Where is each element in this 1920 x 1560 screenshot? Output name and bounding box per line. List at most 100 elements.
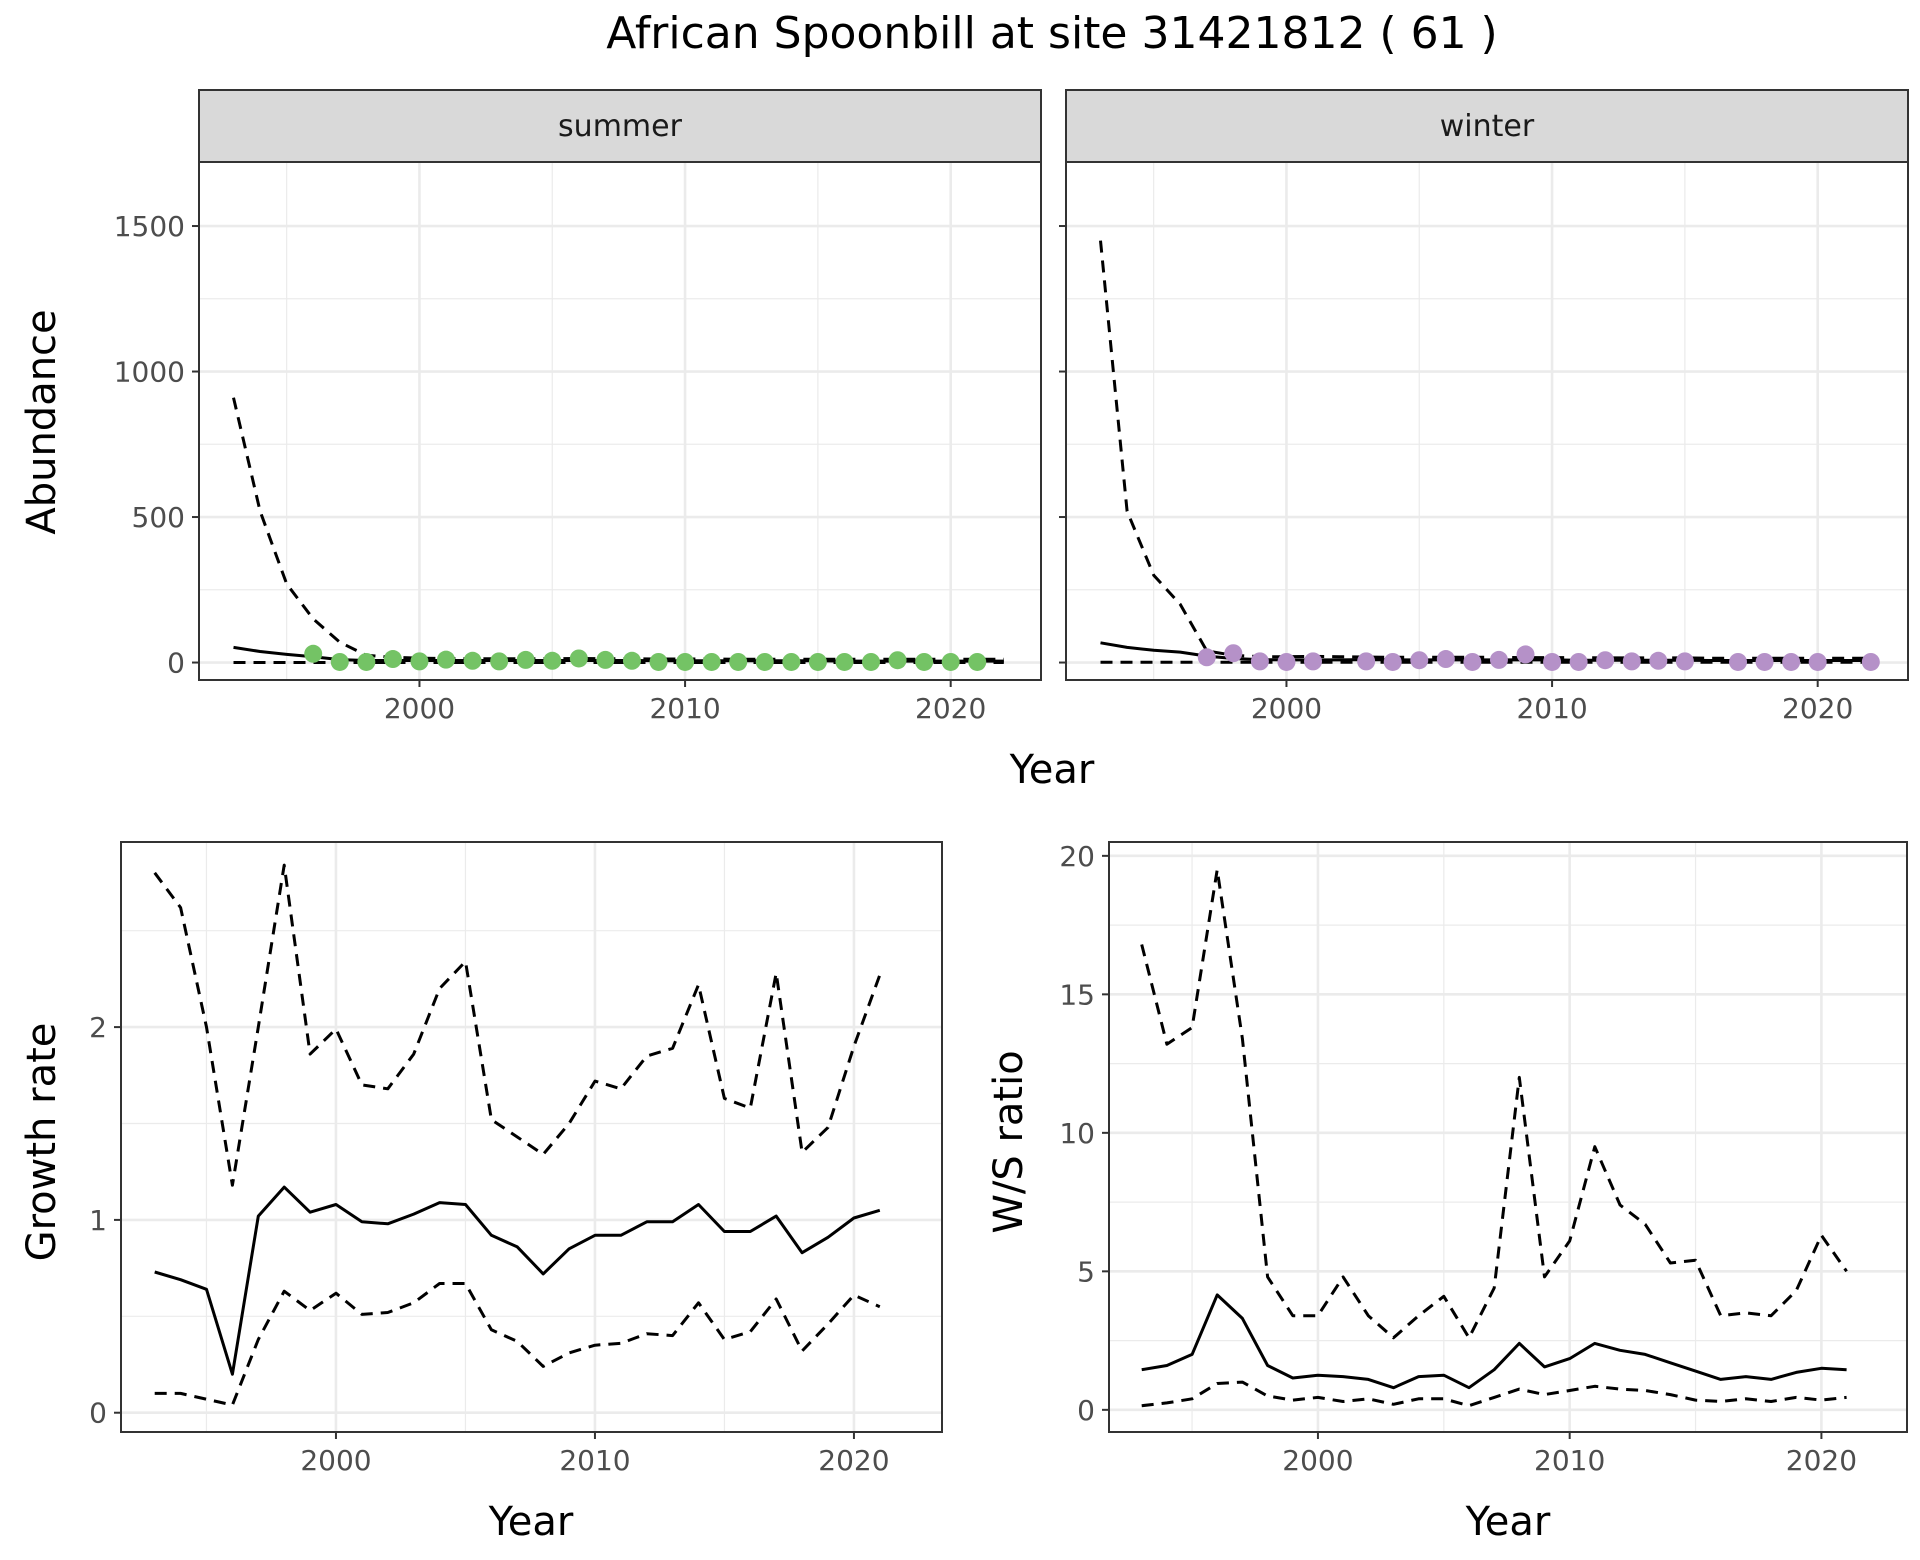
- estimate-line: [154, 1185, 881, 1376]
- figure-title: African Spoonbill at site 31421812 ( 61 …: [606, 8, 1497, 59]
- estimate-line: [1141, 1293, 1847, 1390]
- growth-plot: 2000 2010 2020 0 1 2: [89, 841, 943, 1477]
- winter-strip-background: [1065, 89, 1909, 163]
- data-point: [1197, 648, 1216, 667]
- data-point: [649, 652, 668, 671]
- y-tick-label: 1500: [114, 210, 185, 243]
- winter-strip-label: winter: [1440, 109, 1535, 144]
- data-point: [1729, 652, 1748, 671]
- data-point: [463, 651, 482, 670]
- data-point: [1808, 652, 1827, 671]
- ratio-panel: 2000 2010 2020 0 5 10 15 20 W/S ratio Year: [986, 840, 1908, 1545]
- x-tick-label: 2020: [915, 692, 986, 725]
- data-point: [622, 651, 641, 670]
- interval-line: [154, 1282, 881, 1407]
- y-tick-label: 0: [1077, 1394, 1095, 1427]
- abundance-y-axis-title: Abundance: [19, 309, 65, 534]
- data-point: [835, 652, 854, 671]
- x-tick-label: 2000: [384, 692, 455, 725]
- x-tick-label: 2000: [1282, 1444, 1353, 1477]
- y-tick-label: 1000: [114, 356, 185, 389]
- y-tick-label: 10: [1059, 1117, 1095, 1150]
- x-tick-label: 2010: [649, 692, 720, 725]
- ratio-x-axis-title: Year: [1465, 1499, 1551, 1545]
- data-point: [1277, 652, 1296, 671]
- y-tick-label: 20: [1059, 840, 1095, 873]
- data-point: [1436, 650, 1455, 669]
- panel-border: [198, 161, 1042, 681]
- interval-line: [1140, 868, 1848, 1340]
- y-tick-label: 0: [167, 647, 185, 680]
- summer-strip-label: summer: [558, 109, 683, 144]
- data-point: [1543, 652, 1562, 671]
- plot-background: [199, 162, 1041, 680]
- x-tick-label: 2020: [1786, 1444, 1857, 1477]
- data-point: [1596, 651, 1615, 670]
- data-point: [1383, 652, 1402, 671]
- plot-background: [121, 842, 942, 1432]
- interval-line: [153, 863, 882, 1187]
- data-point: [490, 652, 509, 671]
- data-point: [383, 650, 402, 669]
- y-tick-label: 15: [1059, 978, 1095, 1011]
- x-tick-label: 2020: [818, 1444, 889, 1477]
- panel-border: [1065, 161, 1909, 681]
- y-tick-label: 1: [89, 1204, 107, 1237]
- data-point: [1755, 652, 1774, 671]
- data-point: [1782, 652, 1801, 671]
- growth-y-axis-title: Growth rate: [19, 1023, 65, 1262]
- data-point: [915, 652, 934, 671]
- data-point: [862, 652, 881, 671]
- data-point: [1622, 652, 1641, 671]
- data-point: [1463, 652, 1482, 671]
- panel-border: [1108, 841, 1908, 1433]
- data-point: [357, 652, 376, 671]
- data-point: [596, 650, 615, 669]
- x-tick-label: 2000: [300, 1444, 371, 1477]
- data-point: [941, 652, 960, 671]
- y-tick-label: 2: [89, 1011, 107, 1044]
- x-tick-label: 2010: [1516, 692, 1587, 725]
- data-point: [304, 644, 323, 663]
- data-point: [782, 652, 801, 671]
- y-tick-label: 5: [1077, 1255, 1095, 1288]
- data-point: [516, 650, 535, 669]
- ratio-plot: 2000 2010 2020 0 5 10 15 20: [1059, 840, 1908, 1477]
- x-tick-label: 2010: [559, 1444, 630, 1477]
- data-point: [1649, 651, 1668, 670]
- plot-background: [1066, 162, 1908, 680]
- data-point: [702, 652, 721, 671]
- data-point: [1410, 651, 1429, 670]
- interval-line: [1141, 1380, 1847, 1408]
- y-tick-label: 0: [89, 1397, 107, 1430]
- data-point: [1516, 645, 1535, 664]
- data-point: [888, 651, 907, 670]
- summer-plot: 2000 2010 2020 0 500 1000 1500: [114, 161, 1042, 725]
- summer-strip-background: [198, 89, 1042, 163]
- data-point: [1489, 650, 1508, 669]
- data-point: [1250, 652, 1269, 671]
- growth-panel: 2000 2010 2020 0 1 2 Growth rate Year: [19, 841, 943, 1545]
- y-tick-label: 500: [132, 501, 185, 534]
- x-tick-label: 2000: [1251, 692, 1322, 725]
- data-point: [755, 652, 774, 671]
- data-point: [543, 651, 562, 670]
- data-point: [676, 652, 695, 671]
- data-point: [330, 652, 349, 671]
- growth-x-axis-title: Year: [488, 1499, 574, 1545]
- data-point: [1569, 652, 1588, 671]
- x-tick-label: 2020: [1782, 692, 1853, 725]
- data-point: [1675, 652, 1694, 671]
- panel-border: [120, 841, 943, 1433]
- ratio-y-axis-title: W/S ratio: [986, 1050, 1032, 1233]
- data-point: [410, 652, 429, 671]
- plot-background: [1109, 842, 1907, 1432]
- winter-plot: 2000 2010 2020: [1059, 161, 1909, 725]
- data-point: [569, 649, 588, 668]
- data-point: [1357, 652, 1376, 671]
- data-point: [437, 650, 456, 669]
- abundance-x-axis-title: Year: [1009, 747, 1095, 793]
- x-tick-label: 2010: [1534, 1444, 1605, 1477]
- abundance-panel: summer winter 2000 2010 2020 0 500 1000 1500 2…: [19, 89, 1909, 793]
